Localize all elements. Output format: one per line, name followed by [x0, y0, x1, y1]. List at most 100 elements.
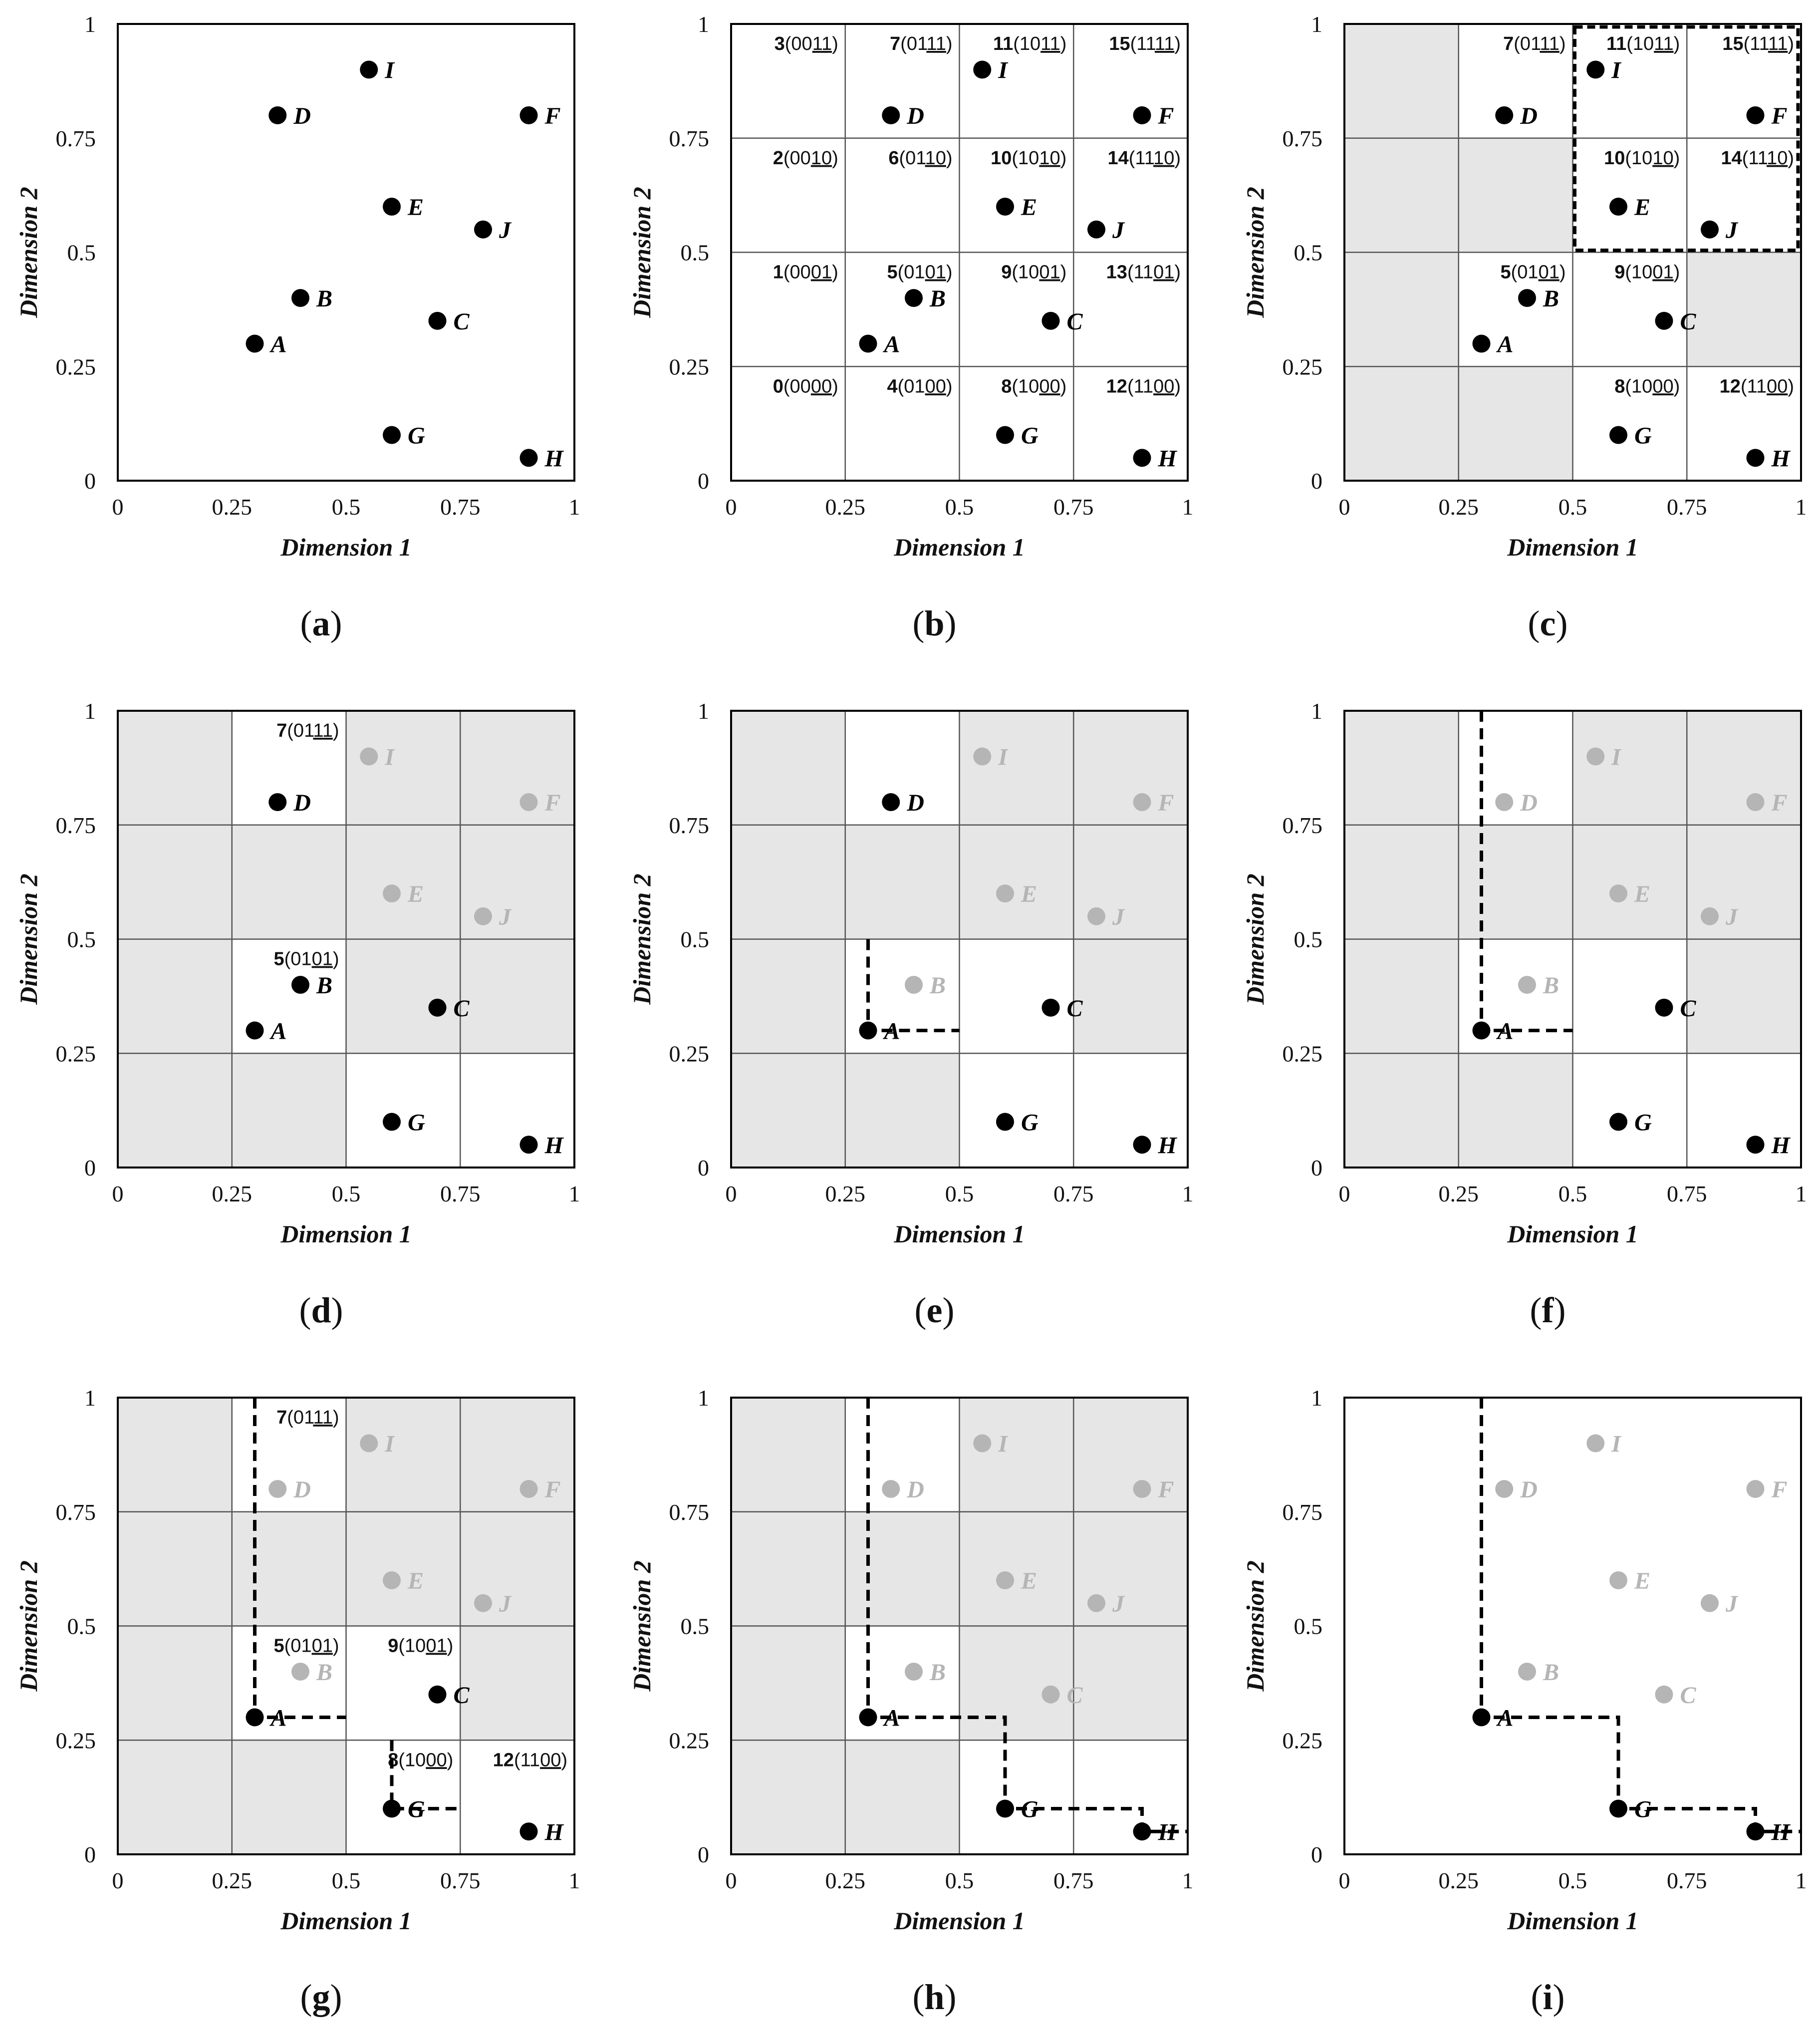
- point-label-D: D: [293, 103, 311, 129]
- cell-label-1: 1(0001): [773, 262, 838, 283]
- point-A: [246, 1021, 264, 1040]
- panel-e: A B C D E F G H I J 00 0.25 0.25 0.5 0.5 0.75 0.75 1 1 Dime…: [628, 698, 1194, 1330]
- cell-label-5: 5(0101): [887, 262, 953, 283]
- x-tick-label: 0: [726, 494, 737, 520]
- point-B: [1518, 289, 1536, 307]
- x-tick-label: 0.75: [1667, 1868, 1707, 1893]
- panel-caption-d: (d): [299, 1290, 343, 1330]
- point-F: [519, 1480, 538, 1498]
- point-label-D: D: [1520, 790, 1538, 816]
- panel-caption-e: (e): [915, 1290, 955, 1330]
- x-tick-label: 1: [569, 1181, 580, 1206]
- panel-g: 5(0101) 7(0111) 8(1000) 9(1001) 12(1100) A B C D…: [14, 1385, 580, 2017]
- panel-caption-c: (c): [1528, 603, 1568, 643]
- point-label-H: H: [1158, 1132, 1178, 1159]
- x-axis-label: Dimension 1: [280, 1907, 412, 1935]
- point-label-F: F: [544, 790, 561, 816]
- point-J: [474, 907, 492, 925]
- y-tick-label: 0: [698, 468, 709, 494]
- cell-label-14: 14(1110): [1721, 148, 1795, 169]
- point-H: [519, 1822, 538, 1841]
- point-label-F: F: [1771, 1476, 1788, 1503]
- point-E: [1609, 198, 1627, 216]
- cell-label-12: 12(1100): [1106, 376, 1181, 397]
- x-tick-label: 1: [1796, 1181, 1807, 1206]
- point-D: [1495, 106, 1514, 124]
- point-H: [1746, 1822, 1765, 1841]
- y-tick-label: 0.75: [56, 126, 96, 151]
- point-label-E: E: [1021, 881, 1037, 907]
- point-label-B: B: [1543, 972, 1559, 999]
- point-label-A: A: [269, 331, 287, 358]
- x-tick-label: 0.25: [212, 1868, 253, 1893]
- shaded-cell-1: [1344, 939, 1459, 1054]
- y-tick-label: 0.5: [681, 1614, 710, 1639]
- shaded-cell-4: [1458, 366, 1573, 481]
- shaded-cell-9: [346, 939, 461, 1054]
- plot-frame: [1343, 23, 1802, 482]
- y-tick-label: 0.5: [67, 240, 96, 266]
- point-I: [973, 60, 992, 79]
- shaded-cell-15: [460, 1398, 574, 1512]
- y-tick-label: 0.75: [56, 1499, 96, 1525]
- point-A: [859, 1021, 877, 1040]
- y-tick-label: 0.25: [56, 1728, 96, 1753]
- cell-label-8: 8(1000): [1614, 376, 1680, 397]
- point-label-J: J: [1725, 1591, 1739, 1617]
- point-label-D: D: [1520, 1476, 1538, 1503]
- x-tick-label: 0.5: [945, 1181, 974, 1206]
- shaded-cell-0: [731, 1053, 845, 1168]
- panel-caption-f: (f): [1530, 1290, 1566, 1330]
- y-tick-label: 1: [698, 1385, 709, 1411]
- point-label-E: E: [407, 881, 424, 907]
- point-label-B: B: [316, 972, 332, 999]
- y-tick-label: 0.5: [681, 927, 710, 952]
- point-label-H: H: [1771, 1132, 1791, 1159]
- x-tick-label: 0.25: [1439, 1868, 1479, 1893]
- point-label-F: F: [1158, 1476, 1174, 1503]
- point-label-E: E: [1634, 1568, 1650, 1594]
- x-axis-label: Dimension 1: [893, 1220, 1025, 1248]
- plot-frame: [1343, 1397, 1802, 1855]
- point-label-G: G: [408, 423, 425, 449]
- shaded-cell-13: [1687, 252, 1801, 367]
- point-label-E: E: [1021, 1568, 1037, 1594]
- point-A: [1472, 1021, 1491, 1040]
- point-label-E: E: [407, 194, 424, 221]
- y-tick-label: 1: [1311, 11, 1322, 37]
- y-tick-label: 0: [84, 1155, 96, 1180]
- shaded-cell-6: [845, 825, 960, 939]
- point-E: [383, 1571, 401, 1589]
- y-tick-label: 0: [1311, 1842, 1322, 1867]
- x-axis-label: Dimension 1: [1507, 1907, 1638, 1935]
- cell-label-0: 0(0000): [773, 376, 838, 397]
- point-B: [905, 1663, 923, 1681]
- shaded-cell-6: [845, 1511, 960, 1626]
- point-G: [1609, 426, 1627, 444]
- point-label-B: B: [929, 972, 946, 999]
- x-tick-label: 0.75: [440, 1868, 481, 1893]
- x-tick-label: 0.5: [945, 494, 974, 520]
- shaded-cell-10: [346, 1511, 461, 1626]
- shaded-cell-0: [118, 1053, 232, 1168]
- point-label-H: H: [1771, 445, 1791, 472]
- point-H: [1133, 1136, 1151, 1154]
- y-tick-label: 0.5: [1294, 240, 1323, 266]
- y-tick-label: 1: [84, 698, 96, 724]
- point-A: [1472, 1708, 1491, 1727]
- point-G: [996, 1799, 1014, 1818]
- shaded-cell-1: [118, 939, 232, 1054]
- shaded-cell-4: [232, 1740, 346, 1854]
- panel-caption-b: (b): [912, 603, 956, 643]
- cell-label-3: 3(0011): [775, 33, 838, 54]
- x-tick-label: 0.5: [1558, 1181, 1587, 1206]
- shaded-cell-11: [959, 1398, 1074, 1512]
- point-F: [1746, 1480, 1765, 1498]
- point-label-J: J: [499, 1591, 512, 1617]
- panel-caption-g: (g): [300, 1977, 342, 2017]
- y-tick-label: 0.75: [669, 1499, 710, 1525]
- x-axis-label: Dimension 1: [1507, 533, 1638, 561]
- point-label-C: C: [454, 308, 470, 335]
- point-I: [1586, 60, 1605, 79]
- x-tick-label: 0.75: [440, 1181, 481, 1206]
